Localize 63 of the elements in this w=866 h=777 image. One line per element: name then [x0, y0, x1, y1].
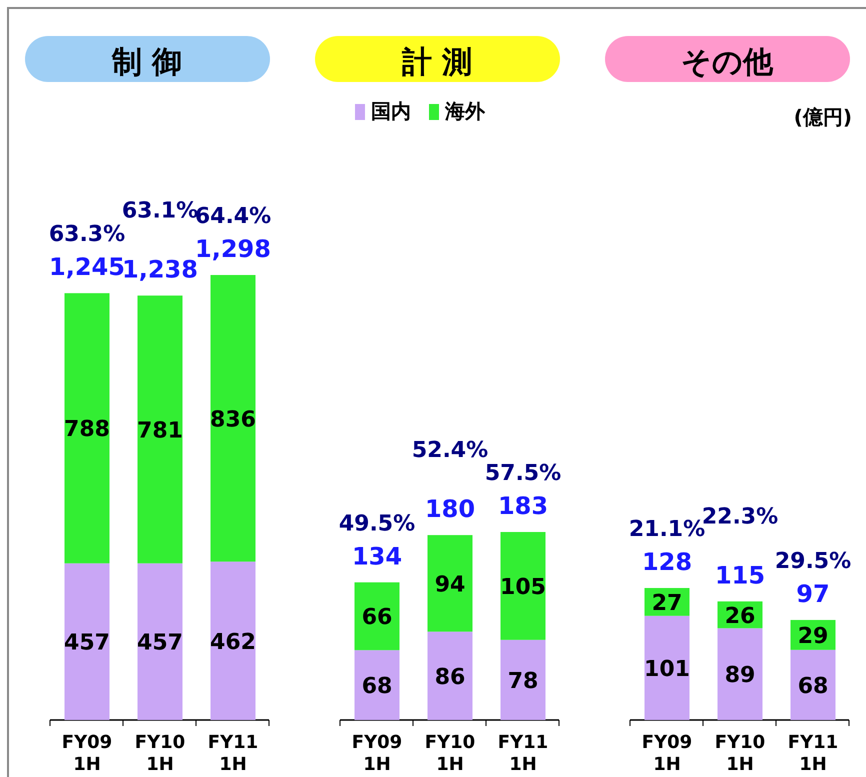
data-label: 29: [798, 624, 828, 649]
data-label: 27: [652, 590, 682, 616]
total-label: 128: [642, 548, 692, 576]
bar: [138, 563, 182, 720]
data-label: 101: [644, 656, 690, 682]
bar: [210, 562, 256, 720]
total-label: 97: [796, 580, 830, 608]
text: 52.4%: [412, 438, 488, 464]
x-tick-label: FY10 1H: [424, 732, 476, 775]
text: (億円): [794, 105, 852, 129]
legend-label: 海外: [444, 99, 486, 123]
bar: [500, 532, 546, 640]
total-label: 183: [498, 492, 548, 520]
total-label: 115: [714, 561, 766, 590]
data-label: 26: [724, 604, 756, 629]
total-label: 180: [424, 495, 476, 524]
data-label: 781: [137, 418, 183, 444]
bar: [354, 650, 400, 720]
data-label: 836: [210, 407, 256, 432]
data-label: 94: [434, 572, 466, 598]
x-tick-label: FY10 1H: [134, 732, 186, 775]
x-tick-label: FY09 1H: [62, 732, 112, 775]
text: 21.1%: [628, 517, 706, 542]
total-label: 1,298: [195, 235, 271, 263]
chart-title: 制 御: [110, 45, 182, 80]
data-label: 462: [210, 630, 256, 655]
bar: [790, 650, 836, 720]
data-label: 457: [64, 630, 110, 656]
chart-title: 計 測: [400, 45, 472, 80]
bar: [718, 628, 762, 720]
x-tick-label: FY09 1H: [352, 732, 402, 775]
text: 64.4%: [194, 204, 272, 229]
data-label: 78: [508, 668, 538, 694]
bar: [500, 640, 546, 720]
text: 29.5%: [774, 548, 852, 574]
bar: [428, 632, 472, 720]
x-tick-label: FY11 1H: [208, 732, 258, 775]
chart-title: その他: [681, 45, 774, 80]
bar: [64, 563, 110, 720]
bar: [64, 293, 110, 564]
x-tick-label: FY09 1H: [642, 732, 692, 775]
data-label: 66: [362, 605, 392, 630]
data-label: 86: [434, 664, 466, 690]
data-label: 457: [137, 630, 183, 656]
bar: [138, 296, 182, 564]
legend-label: 国内: [371, 99, 411, 123]
bar: [210, 275, 256, 562]
bar: [428, 535, 472, 632]
total-label: 134: [352, 542, 402, 570]
text: 57.5%: [484, 461, 562, 486]
data-label: 89: [724, 663, 756, 688]
data-label: 788: [64, 417, 110, 442]
text: 63.3%: [48, 222, 126, 248]
total-label: 1,238: [122, 256, 198, 284]
data-label: 68: [798, 674, 828, 699]
x-tick-label: FY11 1H: [498, 732, 548, 775]
bar: [644, 616, 690, 720]
data-label: 105: [500, 574, 546, 600]
x-tick-label: FY10 1H: [714, 732, 766, 775]
total-label: 1,245: [49, 253, 125, 282]
annotation: 49.5%: [338, 511, 416, 536]
data-label: 68: [362, 674, 392, 700]
x-tick-label: FY11 1H: [788, 732, 838, 775]
